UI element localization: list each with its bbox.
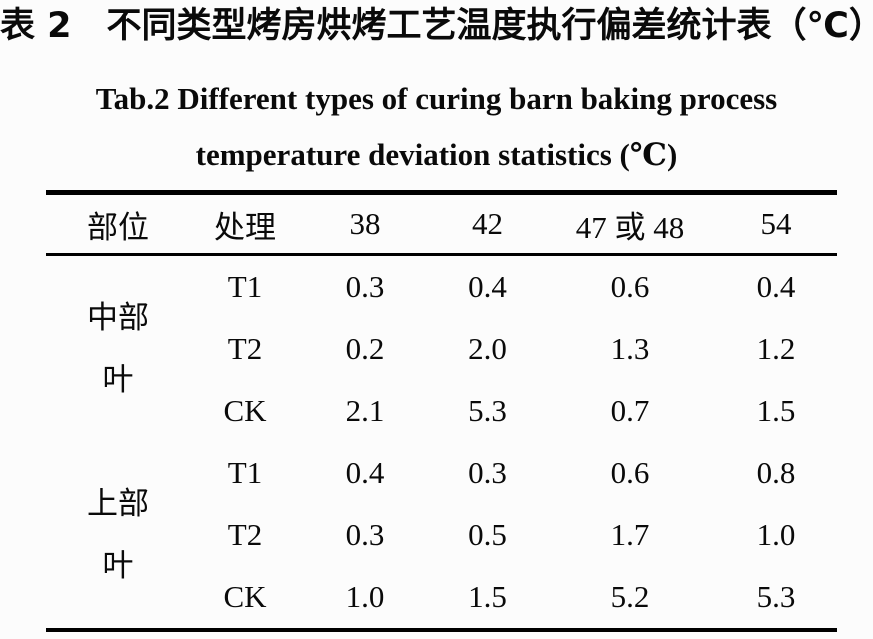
table-caption-english: Tab.2 Different types of curing barn bak… [0,71,873,183]
value-cell: 0.8 [756,455,796,490]
table-row: CK 2.1 5.3 0.7 1.5 [46,380,837,442]
value-cell: 0.3 [468,455,507,490]
col-header-54: 54 [715,192,837,256]
part-label-line: 叶 [102,362,134,397]
value-cell: 0.4 [345,455,385,490]
table-caption-chinese: 表 2 不同类型烤房烘烤工艺温度执行偏差统计表（℃） [0,6,873,46]
value-cell: 5.3 [756,579,796,614]
treatment-cell: CK [223,579,267,614]
value-cell: 1.3 [610,331,650,366]
value-cell: 0.4 [756,269,796,304]
value-cell: 0.6 [610,269,650,304]
value-cell: 0.5 [468,517,507,552]
value-cell: 0.7 [610,393,650,428]
value-cell: 1.5 [468,579,507,614]
col-header-part: 部位 [46,192,190,256]
value-cell: 5.3 [468,393,507,428]
treatment-cell: T2 [227,517,263,552]
value-cell: 0.3 [345,269,385,304]
value-cell: 2.1 [345,393,385,428]
part-label-line: 中部 [87,300,149,335]
value-cell: 0.2 [345,331,385,366]
table-row: 中部 叶 T1 0.3 0.4 0.6 0.4 [46,255,837,397]
treatment-cell: T1 [227,269,263,304]
part-label-line: 叶 [102,548,134,583]
part-label-line: 上部 [87,486,149,521]
col-header-42: 42 [430,192,545,256]
table-row: 上部 叶 T1 0.4 0.3 0.6 0.8 [46,442,837,583]
value-cell: 1.5 [756,393,796,428]
value-cell: 0.3 [345,517,385,552]
part-cell-upper-leaf: 上部 叶 [46,442,190,630]
value-cell: 1.2 [756,331,796,366]
treatment-cell: T2 [227,331,263,366]
treatment-cell: CK [223,393,267,428]
value-cell: 2.0 [468,331,507,366]
table-row: T2 0.3 0.5 1.7 1.0 [46,504,837,566]
col-header-47-48: 47 或 48 [545,192,715,256]
table-row: CK 1.0 1.5 5.2 5.3 [46,566,837,630]
col-header-treatment: 处理 [190,192,300,256]
table-caption-english-line1: Tab.2 Different types of curing barn bak… [95,81,778,116]
table-caption-english-line2: temperature deviation statistics (℃) [195,137,678,172]
table-row: T2 0.2 2.0 1.3 1.2 [46,318,837,380]
value-cell: 5.2 [610,579,650,614]
value-cell: 1.7 [610,517,650,552]
value-cell: 1.0 [756,517,796,552]
value-cell: 0.4 [468,269,507,304]
value-cell: 0.6 [610,455,650,490]
treatment-cell: T1 [227,455,263,490]
temperature-deviation-table: 部位 处理 38 42 47 或 48 54 中部 叶 T1 0.3 0.4 0… [46,190,837,632]
header-row: 部位 处理 38 42 47 或 48 54 [46,192,837,256]
part-cell-middle-leaf: 中部 叶 [46,255,190,443]
value-cell: 1.0 [345,579,385,614]
col-header-38: 38 [300,192,430,256]
